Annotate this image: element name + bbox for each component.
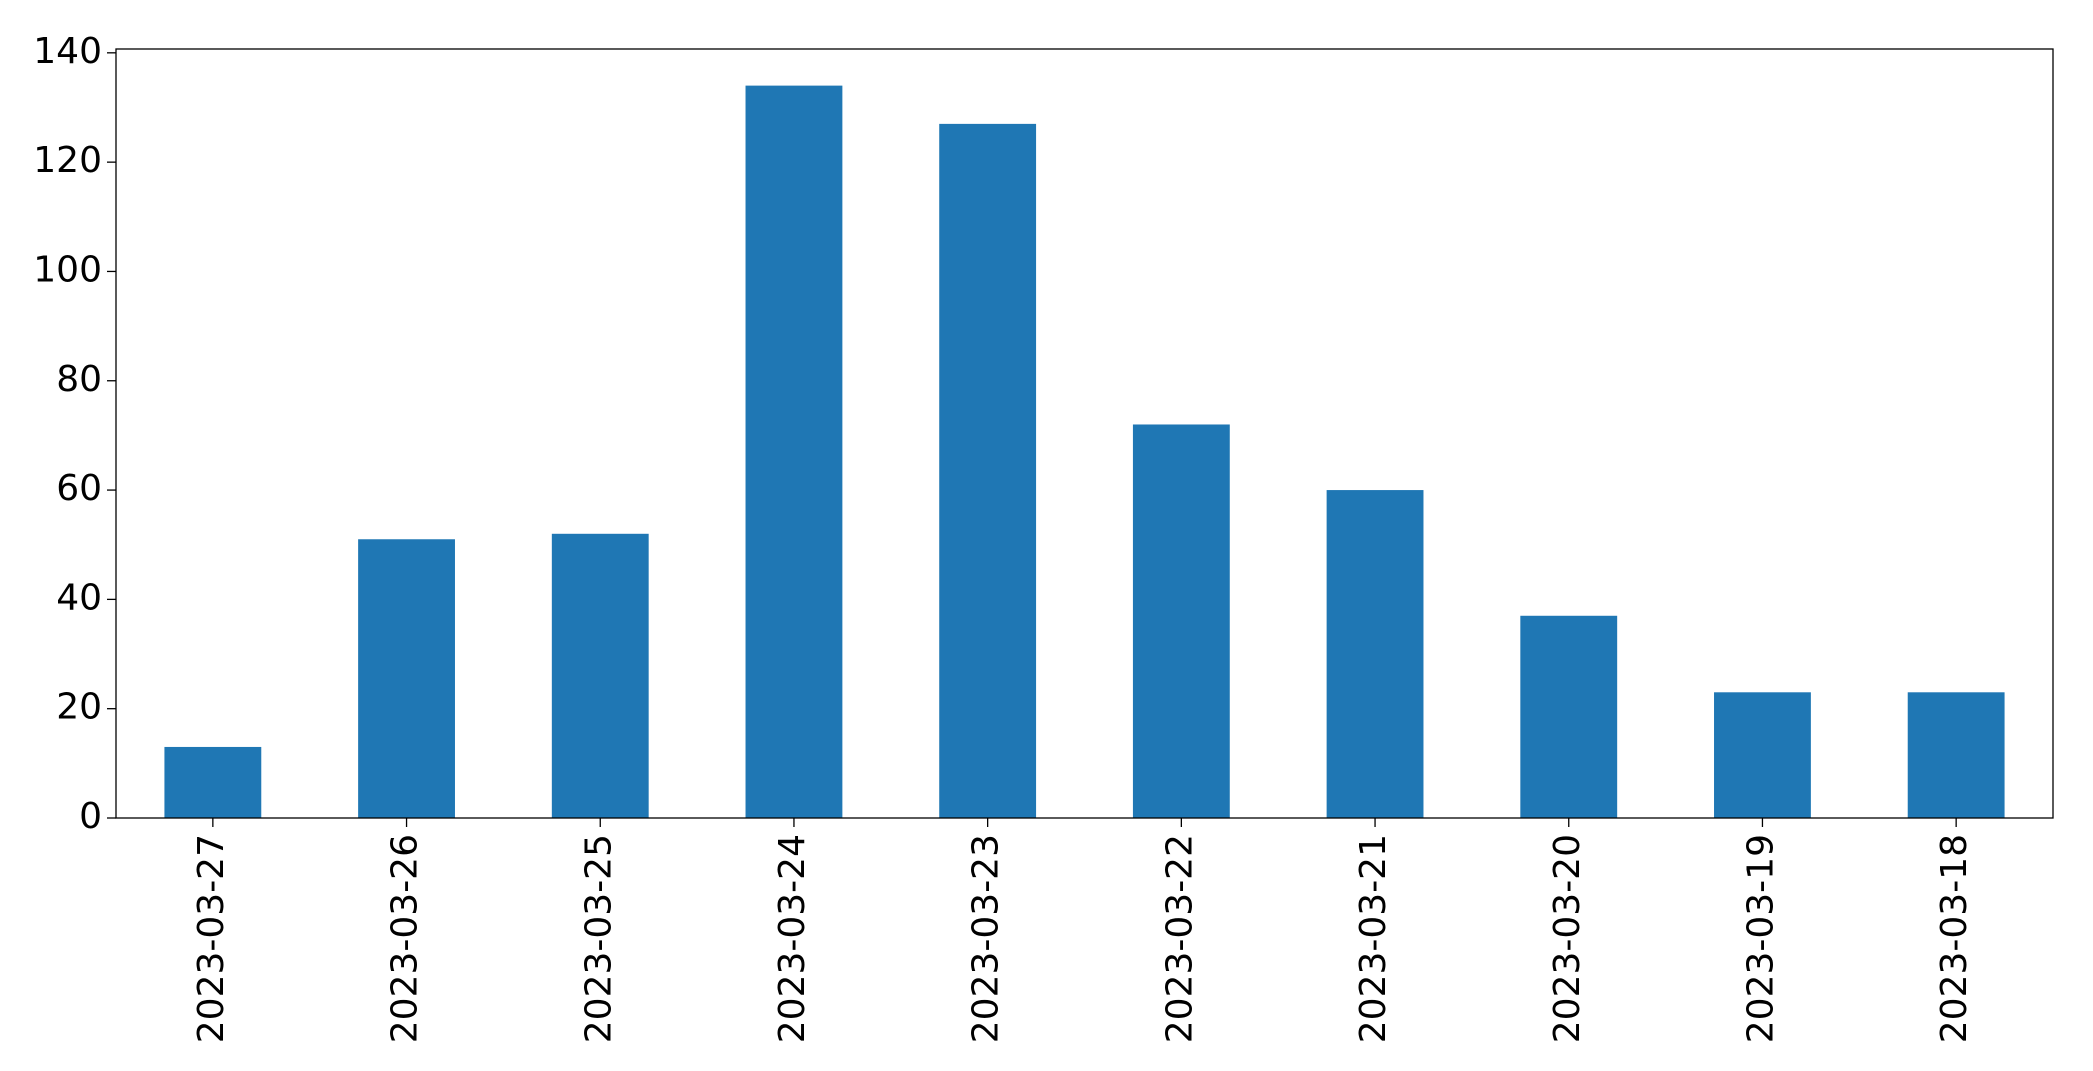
x-tick-label: 2023-03-21 [1353, 834, 1394, 1043]
bar [1132, 424, 1230, 818]
bar [939, 123, 1037, 819]
bar [1326, 490, 1424, 818]
x-tick-label: 2023-03-25 [578, 834, 619, 1043]
x-tick-label: 2023-03-22 [1159, 834, 1200, 1043]
y-tick-label: 60 [56, 468, 102, 509]
bar [164, 746, 262, 818]
bar [551, 533, 649, 818]
bar [358, 539, 455, 818]
x-tick-label: 2023-03-26 [385, 834, 426, 1043]
y-tick-label: 40 [56, 577, 102, 618]
bar [1520, 615, 1618, 818]
y-tick-label: 120 [33, 140, 102, 181]
x-tick-label: 2023-03-27 [191, 834, 232, 1043]
bar [1714, 692, 1811, 818]
x-tick-label: 2023-03-18 [1934, 834, 1975, 1043]
x-tick-label: 2023-03-24 [772, 834, 813, 1043]
y-tick-label: 140 [33, 31, 102, 72]
x-tick-label: 2023-03-20 [1547, 834, 1588, 1043]
plot-frame [115, 48, 2054, 819]
y-tick-label: 20 [56, 687, 102, 728]
bar [1907, 692, 2005, 818]
y-tick-label: 80 [56, 359, 102, 400]
y-tick-label: 100 [33, 249, 102, 290]
x-tick-label: 2023-03-23 [966, 834, 1007, 1043]
bar [745, 85, 843, 819]
x-tick-label: 2023-03-19 [1740, 834, 1781, 1043]
y-tick-label: 0 [79, 796, 102, 837]
